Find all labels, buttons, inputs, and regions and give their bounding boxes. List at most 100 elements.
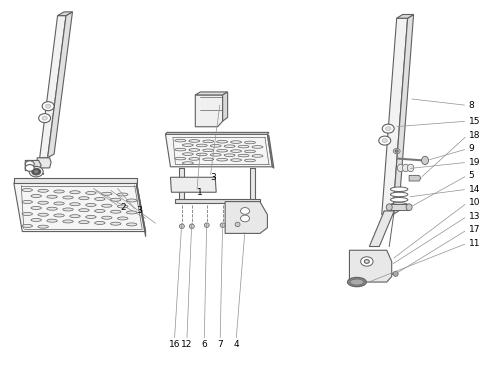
Ellipse shape xyxy=(238,154,249,157)
Ellipse shape xyxy=(386,204,392,211)
Ellipse shape xyxy=(386,127,391,131)
Ellipse shape xyxy=(203,158,213,161)
Text: 18: 18 xyxy=(469,131,480,140)
Polygon shape xyxy=(396,14,413,18)
Ellipse shape xyxy=(47,219,58,222)
Ellipse shape xyxy=(42,102,54,111)
Ellipse shape xyxy=(54,214,64,217)
Ellipse shape xyxy=(126,223,137,226)
Ellipse shape xyxy=(102,204,112,207)
Text: 14: 14 xyxy=(469,185,480,194)
Ellipse shape xyxy=(22,224,32,227)
Polygon shape xyxy=(136,183,145,236)
Text: 6: 6 xyxy=(202,340,207,349)
Ellipse shape xyxy=(252,155,263,157)
Ellipse shape xyxy=(398,164,404,172)
Ellipse shape xyxy=(390,187,408,192)
Polygon shape xyxy=(14,183,145,231)
Polygon shape xyxy=(48,12,72,158)
Polygon shape xyxy=(26,161,41,170)
Ellipse shape xyxy=(244,150,256,153)
Text: 3: 3 xyxy=(136,206,142,215)
Polygon shape xyxy=(180,168,184,200)
Text: 12: 12 xyxy=(181,340,192,349)
Ellipse shape xyxy=(63,220,73,223)
Ellipse shape xyxy=(393,271,398,276)
Ellipse shape xyxy=(244,159,256,162)
Ellipse shape xyxy=(182,153,194,155)
Ellipse shape xyxy=(38,201,48,204)
Ellipse shape xyxy=(382,139,388,143)
Ellipse shape xyxy=(38,113,50,123)
Ellipse shape xyxy=(102,216,112,219)
Ellipse shape xyxy=(94,198,105,201)
Ellipse shape xyxy=(47,207,58,210)
Polygon shape xyxy=(14,178,136,183)
Ellipse shape xyxy=(78,221,89,224)
Ellipse shape xyxy=(216,158,228,161)
Ellipse shape xyxy=(240,208,250,214)
Polygon shape xyxy=(268,134,274,168)
Polygon shape xyxy=(382,18,407,215)
Text: 11: 11 xyxy=(469,239,480,248)
Ellipse shape xyxy=(382,124,394,133)
Ellipse shape xyxy=(180,224,184,228)
Ellipse shape xyxy=(240,215,250,222)
Ellipse shape xyxy=(118,193,128,196)
Ellipse shape xyxy=(210,153,221,156)
Text: 9: 9 xyxy=(469,144,474,153)
Ellipse shape xyxy=(235,222,240,227)
Ellipse shape xyxy=(406,204,412,211)
Ellipse shape xyxy=(38,213,48,216)
Ellipse shape xyxy=(86,204,96,207)
Ellipse shape xyxy=(126,199,137,202)
Polygon shape xyxy=(389,204,409,210)
Polygon shape xyxy=(392,14,413,215)
Ellipse shape xyxy=(94,221,105,224)
Ellipse shape xyxy=(196,153,207,156)
Ellipse shape xyxy=(252,146,263,148)
Text: 17: 17 xyxy=(469,225,480,234)
Ellipse shape xyxy=(70,215,80,218)
Ellipse shape xyxy=(390,192,408,197)
Ellipse shape xyxy=(216,149,228,152)
Ellipse shape xyxy=(86,215,96,218)
Ellipse shape xyxy=(189,158,200,160)
Ellipse shape xyxy=(230,159,241,161)
Polygon shape xyxy=(166,132,269,134)
Ellipse shape xyxy=(224,154,235,156)
Text: 8: 8 xyxy=(469,101,474,110)
Ellipse shape xyxy=(63,196,73,199)
Text: 1: 1 xyxy=(197,188,202,197)
Ellipse shape xyxy=(94,210,105,213)
Ellipse shape xyxy=(210,144,221,147)
Ellipse shape xyxy=(350,279,364,285)
Ellipse shape xyxy=(204,223,209,227)
Ellipse shape xyxy=(175,148,186,151)
Ellipse shape xyxy=(118,217,128,220)
Ellipse shape xyxy=(63,208,73,211)
Ellipse shape xyxy=(31,207,42,210)
Polygon shape xyxy=(166,134,272,167)
Ellipse shape xyxy=(86,192,96,195)
Ellipse shape xyxy=(29,166,43,177)
Ellipse shape xyxy=(190,224,194,228)
Text: 7: 7 xyxy=(218,340,223,349)
Ellipse shape xyxy=(126,211,137,214)
Ellipse shape xyxy=(390,203,408,207)
Ellipse shape xyxy=(22,201,32,204)
Ellipse shape xyxy=(22,188,32,192)
Polygon shape xyxy=(370,211,394,247)
Polygon shape xyxy=(170,177,216,192)
Polygon shape xyxy=(40,15,66,158)
Ellipse shape xyxy=(364,260,370,264)
Ellipse shape xyxy=(110,210,121,213)
Ellipse shape xyxy=(379,136,390,145)
Polygon shape xyxy=(37,158,51,168)
Polygon shape xyxy=(196,92,228,95)
Ellipse shape xyxy=(31,218,42,221)
Ellipse shape xyxy=(34,170,38,173)
Ellipse shape xyxy=(46,104,51,108)
Ellipse shape xyxy=(196,144,207,147)
Ellipse shape xyxy=(70,203,80,206)
